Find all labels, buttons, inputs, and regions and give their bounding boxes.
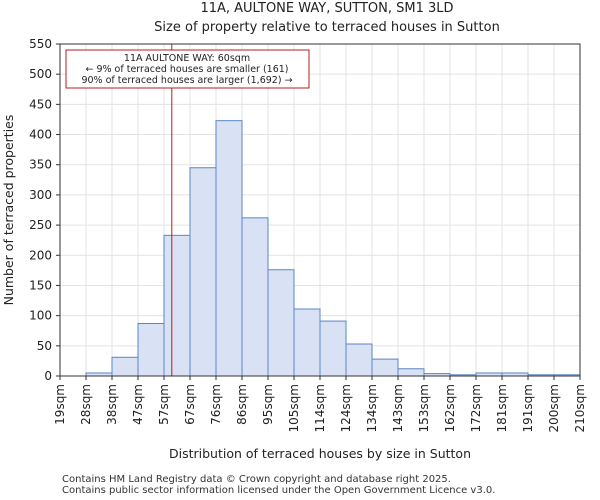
- x-tick-label: 181sqm: [495, 384, 509, 432]
- x-tick-label: 19sqm: [53, 384, 67, 425]
- x-tick-label: 124sqm: [339, 384, 353, 432]
- y-tick-label: 100: [29, 309, 52, 323]
- bar: [163, 234, 191, 377]
- annotation-line-3: 90% of terraced houses are larger (1,692…: [81, 75, 292, 86]
- y-tick-label: 150: [29, 278, 52, 292]
- bars: [85, 120, 581, 377]
- x-tick-label: 191sqm: [521, 384, 535, 432]
- x-tick-label: 105sqm: [287, 384, 301, 432]
- bar: [345, 343, 373, 377]
- y-tick-label: 250: [29, 218, 52, 232]
- annotation-box: 11A AULTONE WAY: 60sqm ← 9% of terraced …: [65, 49, 310, 89]
- bar: [293, 308, 321, 377]
- x-tick-label: 67sqm: [183, 384, 197, 425]
- footer-line-1: Contains HM Land Registry data © Crown c…: [62, 474, 451, 485]
- bar: [137, 322, 165, 377]
- x-axis-label: Distribution of terraced houses by size …: [169, 446, 471, 461]
- x-tick-label: 134sqm: [365, 384, 379, 432]
- y-tick-label: 300: [29, 188, 52, 202]
- bar: [189, 167, 217, 377]
- footer-line-2: Contains public sector information licen…: [62, 485, 496, 496]
- bar: [241, 217, 269, 377]
- chart-title: 11A, AULTONE WAY, SUTTON, SM1 3LD: [200, 1, 453, 16]
- y-tick-label: 50: [37, 339, 52, 353]
- bar: [319, 320, 347, 377]
- x-tick-label: 172sqm: [469, 384, 483, 432]
- x-tick-label: 28sqm: [79, 384, 93, 425]
- x-axis-ticks: 19sqm 28sqm 38sqm 47sqm 57sqm 67sqm 76sqm 86sqm…: [53, 376, 587, 432]
- y-tick-label: 350: [29, 158, 52, 172]
- y-axis-ticks: 0 50 100 150 200 250 300 350 400 450 500 550: [29, 37, 60, 383]
- annotation-line-2: ← 9% of terraced houses are smaller (161…: [85, 64, 288, 75]
- x-tick-label: 57sqm: [157, 384, 171, 425]
- x-tick-label: 38sqm: [105, 384, 119, 425]
- y-tick-label: 500: [29, 67, 52, 81]
- x-tick-label: 210sqm: [573, 384, 587, 432]
- bar: [371, 358, 399, 377]
- y-tick-label: 450: [29, 97, 52, 111]
- bar: [267, 269, 295, 377]
- y-tick-label: 0: [44, 369, 52, 383]
- bar: [397, 368, 425, 377]
- bar: [111, 356, 139, 377]
- x-tick-label: 95sqm: [261, 384, 275, 425]
- x-tick-label: 143sqm: [391, 384, 405, 432]
- x-tick-label: 76sqm: [209, 384, 223, 425]
- y-tick-label: 400: [29, 128, 52, 142]
- y-tick-label: 550: [29, 37, 52, 51]
- y-axis-label: Number of terraced properties: [1, 115, 16, 306]
- x-tick-label: 114sqm: [313, 384, 327, 432]
- x-tick-label: 153sqm: [417, 384, 431, 432]
- annotation-frame: [65, 49, 310, 89]
- x-tick-label: 86sqm: [235, 384, 249, 425]
- chart-subtitle: Size of property relative to terraced ho…: [154, 20, 500, 35]
- x-tick-label: 47sqm: [131, 384, 145, 425]
- bar: [215, 120, 243, 377]
- x-tick-label: 200sqm: [547, 384, 561, 432]
- annotation-line-1: 11A AULTONE WAY: 60sqm: [124, 53, 250, 64]
- y-tick-label: 200: [29, 248, 52, 262]
- plot-frame: [59, 43, 581, 377]
- x-tick-label: 162sqm: [443, 384, 457, 432]
